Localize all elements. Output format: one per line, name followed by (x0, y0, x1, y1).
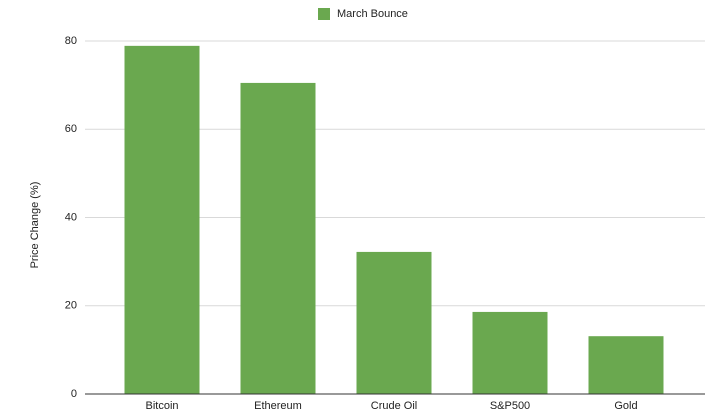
bar (124, 45, 200, 394)
x-tick-label: Gold (614, 400, 637, 412)
y-axis-title: Price Change (%) (29, 182, 41, 269)
legend: March Bounce (318, 8, 408, 20)
y-tick-label: 0 (71, 388, 77, 400)
x-tick-label: Ethereum (254, 400, 302, 412)
x-tick-label: S&P500 (490, 400, 530, 412)
y-tick-label: 20 (65, 300, 77, 312)
bar (356, 251, 432, 394)
y-tick-label: 60 (65, 123, 77, 135)
bar (472, 311, 548, 394)
bar (240, 82, 316, 394)
x-tick-label: Crude Oil (371, 400, 417, 412)
y-tick-label: 80 (65, 35, 77, 47)
y-tick-label: 40 (65, 211, 77, 223)
legend-swatch (318, 8, 330, 20)
legend-label: March Bounce (337, 8, 408, 20)
x-tick-label: Bitcoin (145, 400, 178, 412)
bar (588, 336, 664, 394)
